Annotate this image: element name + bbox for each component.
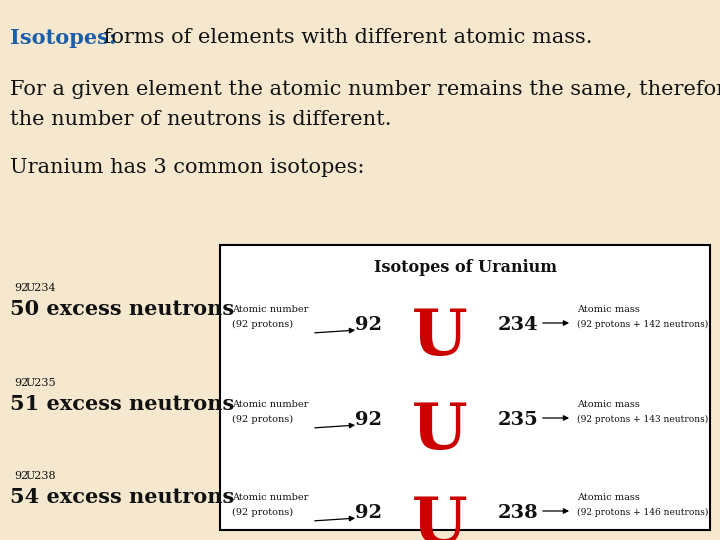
Text: U: U bbox=[412, 495, 468, 540]
Text: forms of elements with different atomic mass.: forms of elements with different atomic … bbox=[97, 28, 593, 47]
Text: 51 excess neutrons: 51 excess neutrons bbox=[10, 394, 234, 414]
Text: 92: 92 bbox=[14, 471, 28, 481]
Text: (92 protons + 143 neutrons): (92 protons + 143 neutrons) bbox=[577, 415, 708, 424]
Text: 235: 235 bbox=[498, 411, 539, 429]
Text: 238: 238 bbox=[498, 504, 539, 522]
Text: Isotopes of Uranium: Isotopes of Uranium bbox=[374, 259, 557, 276]
Text: U235: U235 bbox=[26, 378, 57, 388]
Text: 92: 92 bbox=[354, 411, 382, 429]
Bar bbox=[220, 245, 710, 530]
Text: Uranium has 3 common isotopes:: Uranium has 3 common isotopes: bbox=[10, 158, 364, 177]
Text: U: U bbox=[412, 307, 468, 368]
Text: (92 protons + 146 neutrons): (92 protons + 146 neutrons) bbox=[577, 508, 708, 517]
Text: 234: 234 bbox=[498, 316, 539, 334]
Text: Atomic mass: Atomic mass bbox=[577, 400, 640, 409]
Text: 92: 92 bbox=[354, 316, 382, 334]
Text: 92: 92 bbox=[354, 504, 382, 522]
Text: the number of neutrons is different.: the number of neutrons is different. bbox=[10, 110, 392, 129]
Text: 54 excess neutrons: 54 excess neutrons bbox=[10, 487, 234, 507]
Text: Atomic mass: Atomic mass bbox=[577, 305, 640, 314]
Text: (92 protons): (92 protons) bbox=[232, 320, 293, 329]
Text: U: U bbox=[412, 402, 468, 462]
Text: Atomic number: Atomic number bbox=[232, 493, 308, 502]
Text: (92 protons): (92 protons) bbox=[232, 508, 293, 517]
Text: 50 excess neutrons: 50 excess neutrons bbox=[10, 299, 234, 319]
Text: U234: U234 bbox=[26, 283, 57, 293]
Text: For a given element the atomic number remains the same, therefore: For a given element the atomic number re… bbox=[10, 80, 720, 99]
Text: 92: 92 bbox=[14, 283, 28, 293]
Text: 92: 92 bbox=[14, 378, 28, 388]
Text: Atomic number: Atomic number bbox=[232, 305, 308, 314]
Text: Atomic mass: Atomic mass bbox=[577, 493, 640, 502]
Text: Isotopes:: Isotopes: bbox=[10, 28, 117, 48]
Text: U238: U238 bbox=[26, 471, 57, 481]
Text: (92 protons + 142 neutrons): (92 protons + 142 neutrons) bbox=[577, 320, 708, 329]
Text: Atomic number: Atomic number bbox=[232, 400, 308, 409]
Text: (92 protons): (92 protons) bbox=[232, 415, 293, 424]
